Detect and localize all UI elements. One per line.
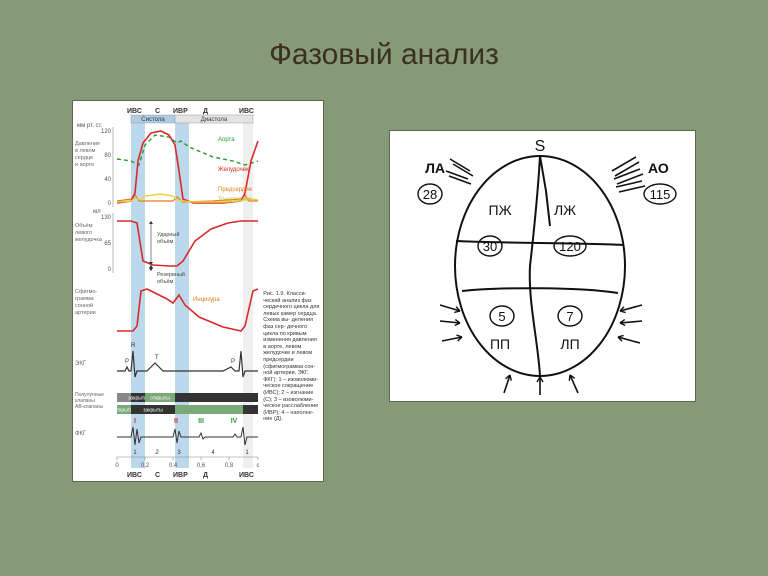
heart-svg: S ЛА АО 28 115 ПЖ ЛЖ 30 120 5 7 ПП ЛП [390, 131, 695, 401]
svg-text:2: 2 [156, 450, 160, 456]
svg-text:120: 120 [559, 239, 581, 254]
svg-text:желудочка: желудочка [75, 237, 103, 243]
svg-text:ИВР: ИВР [173, 472, 188, 479]
svg-text:мм рт. ст.: мм рт. ст. [77, 123, 103, 129]
svg-text:IV: IV [231, 418, 238, 425]
svg-text:сонной: сонной [75, 302, 93, 309]
svg-text:0,2: 0,2 [141, 463, 150, 469]
svg-text:Предсердие: Предсердие [218, 187, 253, 193]
svg-text:ЭКГ: ЭКГ [75, 361, 87, 367]
svg-text:0,6: 0,6 [197, 463, 206, 469]
svg-text:ФКГ: ФКГ [75, 431, 87, 437]
svg-text:0: 0 [116, 463, 120, 469]
svg-text:120: 120 [101, 129, 112, 135]
svg-text:Резервный: Резервный [157, 271, 185, 278]
svg-text:65: 65 [105, 241, 112, 247]
svg-text:Д: Д [203, 108, 208, 115]
svg-text:Ударный: Ударный [157, 231, 179, 238]
svg-text:S: S [534, 138, 545, 155]
svg-text:ИВС: ИВС [127, 472, 142, 479]
svg-text:С: С [155, 472, 160, 479]
svg-text:0,8: 0,8 [225, 463, 234, 469]
svg-text:P: P [231, 359, 235, 365]
svg-text:в левом: в левом [75, 148, 96, 154]
svg-text:закрыты: закрыты [143, 408, 163, 414]
svg-text:0: 0 [108, 267, 112, 273]
svg-text:T: T [155, 355, 159, 361]
svg-text:Тонограмма: Тонограмма [218, 197, 252, 203]
svg-text:левого: левого [75, 230, 92, 236]
svg-text:0: 0 [108, 201, 112, 207]
svg-text:130: 130 [101, 215, 112, 221]
svg-text:II: II [174, 418, 178, 425]
svg-text:ПП: ПП [490, 336, 510, 352]
svg-text:0,4: 0,4 [169, 463, 178, 469]
phase-analysis-chart: ИВССИВРДИВССистолаДиастоламм рт. ст.1208… [72, 100, 324, 482]
svg-text:30: 30 [483, 239, 497, 254]
svg-text:Сфигмо-: Сфигмо- [75, 289, 97, 295]
svg-text:С: С [155, 108, 160, 115]
heart-chambers-diagram: S ЛА АО 28 115 ПЖ ЛЖ 30 120 5 7 ПП ЛП [389, 130, 696, 402]
svg-text:Объём: Объём [75, 223, 93, 229]
svg-text:ЛП: ЛП [560, 336, 579, 352]
svg-text:объём: объём [157, 239, 174, 245]
svg-text:Давление: Давление [75, 141, 100, 147]
slide-title: Фазовый анализ [0, 20, 768, 72]
svg-text:ИВС: ИВС [239, 108, 254, 115]
svg-text:Желудочек: Желудочек [218, 167, 249, 173]
svg-text:Аорта: Аорта [218, 137, 235, 143]
svg-text:и аорте: и аорте [75, 162, 94, 168]
svg-text:80: 80 [105, 153, 112, 159]
figure-caption: Рис. 1.9. Класси- ческий анализ фаз серд… [263, 291, 321, 423]
svg-text:Д: Д [203, 472, 208, 479]
svg-text:7: 7 [566, 309, 573, 324]
svg-text:Систола: Систола [142, 117, 166, 123]
svg-text:с: с [257, 463, 260, 469]
svg-text:4: 4 [212, 450, 216, 456]
svg-text:АО: АО [648, 160, 669, 176]
svg-text:открыты: открыты [151, 396, 171, 402]
svg-text:мл: мл [93, 209, 101, 215]
svg-text:ПЖ: ПЖ [488, 202, 511, 218]
svg-text:I: I [134, 418, 136, 425]
svg-text:ЛЖ: ЛЖ [554, 202, 576, 218]
svg-text:объём: объём [157, 279, 174, 285]
svg-text:артерии: артерии [75, 310, 96, 316]
svg-text:115: 115 [649, 187, 670, 202]
svg-text:грамма: грамма [75, 296, 95, 302]
svg-text:P: P [125, 359, 129, 365]
svg-text:III: III [198, 418, 204, 425]
svg-text:ИВС: ИВС [239, 472, 254, 479]
svg-text:40: 40 [105, 177, 112, 183]
svg-text:Инцизура: Инцизура [193, 297, 220, 303]
svg-text:АВ-клапаны: АВ-клапаны [75, 404, 104, 410]
svg-text:28: 28 [423, 187, 437, 202]
svg-text:сердце: сердце [75, 155, 93, 161]
svg-text:5: 5 [498, 309, 505, 324]
svg-text:Диастола: Диастола [201, 117, 228, 123]
svg-text:ИВС: ИВС [127, 108, 142, 115]
svg-text:ЛА: ЛА [425, 160, 445, 176]
svg-text:R: R [131, 343, 136, 349]
svg-text:ИВР: ИВР [173, 108, 188, 115]
